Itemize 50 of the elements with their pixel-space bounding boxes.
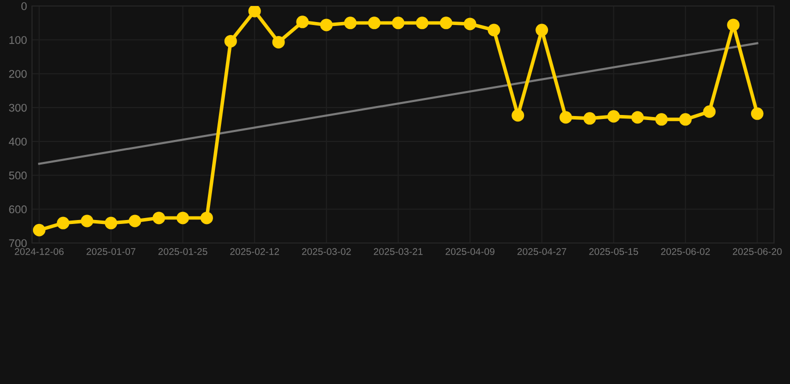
point (703, 105, 716, 118)
point (727, 18, 740, 32)
point (512, 109, 524, 122)
point (176, 212, 190, 224)
y-tick-label: 700 (9, 239, 27, 248)
point (583, 112, 596, 125)
x-tick-label: 2025-06-02 (661, 248, 710, 255)
point (32, 224, 46, 236)
y-tick-label: 500 (9, 172, 27, 180)
x-tick-label: 2025-02-12 (230, 248, 279, 255)
x-tick-label: 2025-01-25 (158, 248, 208, 255)
y-tick-label: 600 (9, 205, 27, 214)
point (655, 113, 668, 126)
point (272, 36, 285, 48)
point (224, 34, 237, 48)
x-tick-label: 2025-01-07 (86, 248, 136, 255)
point (440, 16, 452, 30)
point (296, 16, 309, 28)
point (607, 110, 620, 123)
point (392, 16, 404, 30)
point (248, 6, 261, 18)
x-tick-label: 2025-03-02 (302, 248, 351, 255)
point (344, 16, 357, 30)
x-tick-label: 2025-04-09 (446, 248, 494, 255)
point (320, 18, 333, 32)
y-tick-label: 0 (21, 2, 27, 10)
x-tick-label: 2025-05-15 (589, 248, 638, 255)
point (560, 111, 572, 124)
y-tick-label: 200 (9, 70, 27, 78)
point (128, 214, 142, 228)
point (56, 216, 70, 230)
y-tick-label: 300 (9, 104, 27, 112)
point (488, 24, 500, 36)
x-tick-label: 2024-12-06 (14, 248, 64, 255)
point (679, 113, 692, 126)
point (200, 212, 213, 224)
point (80, 214, 94, 228)
y-tick-label: 100 (9, 36, 27, 44)
y-tick-label: 400 (8, 138, 27, 146)
point (750, 107, 764, 120)
x-tick-label: 2025-06-20 (732, 248, 782, 255)
point (631, 111, 644, 124)
x-tick-label: 2025-04-27 (517, 248, 566, 255)
point (104, 216, 118, 230)
point (536, 24, 548, 36)
point (416, 16, 428, 30)
x-tick-label: 2025-03-21 (374, 248, 423, 255)
point (152, 212, 166, 224)
point (464, 18, 476, 30)
point (368, 16, 381, 30)
